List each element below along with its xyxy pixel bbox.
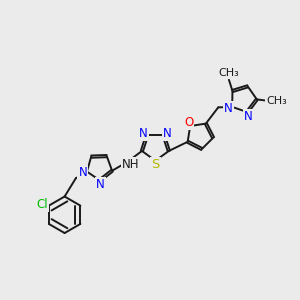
Text: N: N (224, 102, 233, 115)
Text: N: N (78, 166, 87, 179)
Text: S: S (151, 158, 160, 171)
Text: N: N (139, 127, 148, 140)
Text: Cl: Cl (37, 198, 48, 211)
Text: N: N (96, 178, 105, 191)
Text: CH₃: CH₃ (219, 68, 239, 78)
Text: CH₃: CH₃ (266, 96, 286, 106)
Text: N: N (244, 110, 253, 123)
Text: O: O (184, 116, 193, 129)
Text: N: N (163, 127, 172, 140)
Text: NH: NH (122, 158, 139, 171)
